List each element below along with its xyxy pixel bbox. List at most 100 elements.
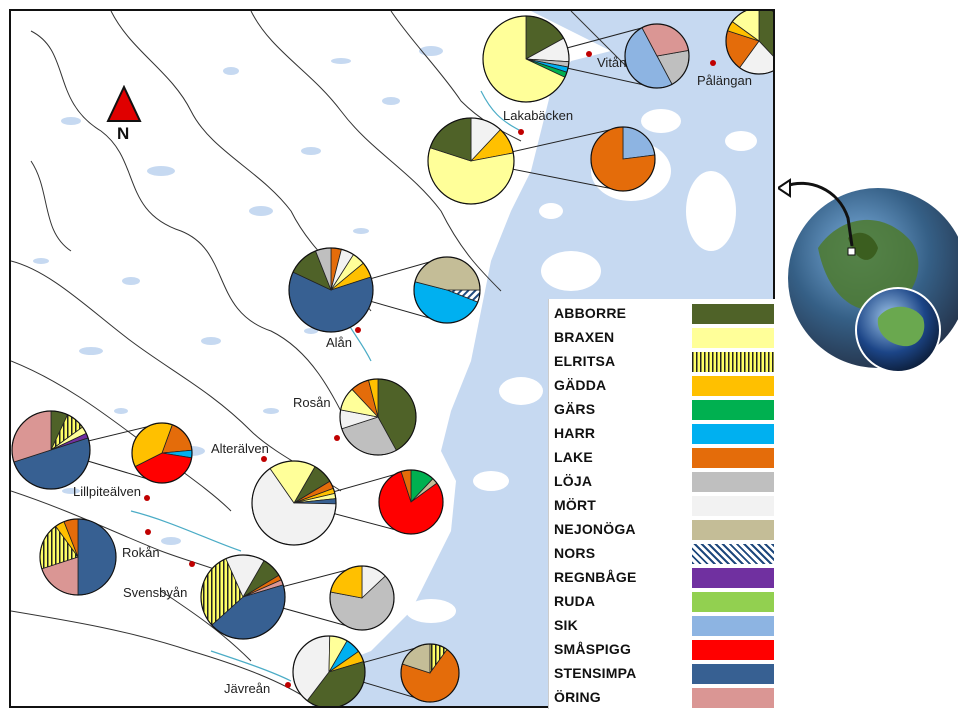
pie-outline <box>131 422 193 484</box>
legend-row: RUDA <box>549 590 775 614</box>
legend-swatch <box>692 496 774 516</box>
legend-label: HARR <box>554 425 596 441</box>
legend-row: LÖJA <box>549 470 775 494</box>
legend-swatch <box>692 472 774 492</box>
legend-label: REGNBÅGE <box>554 569 637 585</box>
legend-row: REGNBÅGE <box>549 566 775 590</box>
legend-label: LÖJA <box>554 473 593 489</box>
place-label-lakabacken: Lakabäcken <box>503 108 574 123</box>
legend-label: GÄDDA <box>554 377 607 393</box>
place-label-javrean: Jävreån <box>224 681 271 696</box>
lakes <box>33 46 459 545</box>
legend-row: LAKE <box>549 446 775 470</box>
legend-swatch <box>692 544 774 564</box>
legend-row: ELRITSA <box>549 350 775 374</box>
pie-chart <box>339 378 417 456</box>
pie-chart <box>378 469 444 535</box>
pie-chart <box>427 117 515 205</box>
legend-swatch <box>692 424 774 444</box>
legend-row: SMÅSPIGG <box>549 638 775 662</box>
legend-swatch <box>692 688 774 708</box>
pie-chart <box>482 15 570 103</box>
legend-swatch <box>692 616 774 636</box>
legend-label: NORS <box>554 545 596 561</box>
pie-chart <box>400 643 460 703</box>
legend-swatch <box>692 568 774 588</box>
pie-outline <box>329 565 395 631</box>
legend-label: ÖRING <box>554 689 601 705</box>
pie-outline <box>427 117 515 205</box>
legend-row: NEJONÖGA <box>549 518 775 542</box>
place-label-rosan: Rosån <box>293 395 331 410</box>
legend-label: SMÅSPIGG <box>554 641 632 657</box>
globe-icon <box>778 178 958 373</box>
pie-chart <box>11 410 91 490</box>
legend-label: ABBORRE <box>554 305 627 321</box>
legend-swatch <box>692 592 774 612</box>
north-arrow-icon <box>106 85 142 122</box>
legend-label: STENSIMPA <box>554 665 637 681</box>
legend-swatch <box>692 352 774 372</box>
legend-row: NORS <box>549 542 775 566</box>
legend-row: STENSIMPA <box>549 662 775 686</box>
pie-charts <box>11 11 773 706</box>
species-legend: ABBORRE BRAXEN ELRITSA GÄDDA GÄRS HARR LAKE LÖJ… <box>548 299 775 709</box>
pie-outline <box>624 23 690 89</box>
pie-chart <box>590 126 656 192</box>
place-label-vitan: Vitån <box>597 55 627 70</box>
pie-outline <box>288 247 374 333</box>
legend-label: MÖRT <box>554 497 597 513</box>
place-label-rokan: Rokån <box>122 545 160 560</box>
pie-outline <box>413 256 481 324</box>
north-label: N <box>117 124 130 143</box>
pie-outline <box>725 11 773 75</box>
place-label-palangan: Pålängan <box>697 73 752 88</box>
pie-outline <box>482 15 570 103</box>
legend-label: NEJONÖGA <box>554 521 636 537</box>
pie-chart <box>292 635 366 706</box>
pie-outline <box>11 410 91 490</box>
pie-outline <box>378 469 444 535</box>
pie-chart <box>251 460 337 546</box>
legend-swatch <box>692 640 774 660</box>
legend-swatch <box>692 304 774 324</box>
legend-label: LAKE <box>554 449 593 465</box>
pie-outline <box>292 635 366 706</box>
legend-row: ÖRING <box>549 686 775 710</box>
legend-label: SIK <box>554 617 578 633</box>
place-label-lillpiteälven: Lillpiteälven <box>73 484 141 499</box>
legend-swatch <box>692 376 774 396</box>
pie-chart <box>725 11 773 75</box>
legend-swatch <box>692 328 774 348</box>
legend-swatch <box>692 520 774 540</box>
legend-label: ELRITSA <box>554 353 616 369</box>
pie-chart <box>200 554 286 640</box>
legend-row: GÄDDA <box>549 374 775 398</box>
pie-chart <box>288 247 374 333</box>
legend-row: GÄRS <box>549 398 775 422</box>
pie-outline <box>400 643 460 703</box>
pie-outline <box>339 378 417 456</box>
pie-outline <box>39 518 117 596</box>
site-markers <box>144 51 716 688</box>
legend-row: HARR <box>549 422 775 446</box>
pie-chart <box>624 23 690 89</box>
pie-outline <box>200 554 286 640</box>
pie-chart <box>413 256 481 324</box>
pie-chart <box>39 518 117 596</box>
legend-swatch <box>692 400 774 420</box>
pie-chart <box>131 422 193 484</box>
place-label-alan: Alån <box>326 335 353 350</box>
legend-label: GÄRS <box>554 401 596 417</box>
legend-row: SIK <box>549 614 775 638</box>
pie-outline <box>251 460 337 546</box>
place-label-alteralven: Alterälven <box>211 441 269 456</box>
place-label-svensbyan: Svensbyån <box>123 585 188 600</box>
pie-slice <box>77 518 117 596</box>
pie-outline <box>590 126 656 192</box>
legend-row: ABBORRE <box>549 302 775 326</box>
rivers <box>130 90 522 682</box>
pie-chart <box>329 565 395 631</box>
legend-row: BRAXEN <box>549 326 775 350</box>
legend-label: BRAXEN <box>554 329 615 345</box>
